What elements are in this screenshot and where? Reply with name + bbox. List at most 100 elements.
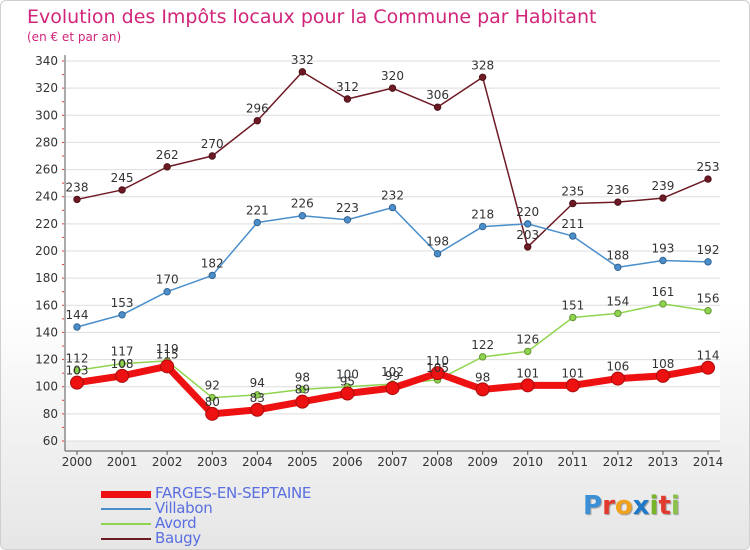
- data-label-baugy: 236: [606, 183, 629, 197]
- data-point-baugy: [704, 175, 712, 183]
- data-point-farges-en-septaine: [610, 371, 625, 386]
- data-point-farges-en-septaine: [520, 378, 535, 393]
- data-label-farges-en-septaine: 115: [156, 347, 179, 361]
- data-point-avord: [298, 385, 307, 394]
- data-point-baugy: [208, 152, 216, 160]
- data-label-baugy: 306: [426, 88, 449, 102]
- data-label-avord: 161: [651, 285, 674, 299]
- y-tick-label: 60: [43, 434, 58, 448]
- data-point-baugy: [298, 68, 307, 76]
- data-label-baugy: 238: [66, 180, 89, 194]
- data-point-baugy: [388, 84, 397, 92]
- x-tick-label: 2010: [512, 455, 543, 469]
- data-point-baugy: [659, 194, 667, 202]
- logo-letter: P: [583, 491, 603, 521]
- x-tick-label: 2007: [377, 455, 408, 469]
- data-point-avord: [478, 353, 487, 361]
- data-label-baugy: 320: [381, 69, 404, 83]
- data-point-baugy: [118, 186, 126, 194]
- data-label-farges-en-septaine: 89: [295, 383, 310, 397]
- chart-subtitle: (en € et par an): [27, 30, 122, 44]
- data-point-avord: [569, 313, 577, 322]
- data-label-baugy: 312: [336, 80, 359, 94]
- data-label-farges-en-septaine: 108: [651, 357, 674, 371]
- y-tick-label: 80: [43, 407, 58, 421]
- logo-letter: i: [670, 491, 680, 521]
- data-label-farges-en-septaine: 101: [561, 366, 584, 380]
- data-point-farges-en-septaine: [115, 368, 130, 383]
- data-label-villabon: 211: [561, 217, 584, 231]
- data-point-farges-en-septaine: [70, 375, 84, 390]
- data-label-farges-en-septaine: 114: [697, 349, 720, 363]
- y-tick-label: 300: [35, 108, 58, 122]
- x-tick-label: 2000: [62, 455, 93, 469]
- y-tick-label: 280: [35, 135, 58, 149]
- x-tick-label: 2003: [197, 455, 228, 469]
- logo-letter: i: [649, 491, 659, 521]
- data-point-baugy: [343, 95, 352, 103]
- data-label-avord: 92: [205, 379, 220, 393]
- data-label-baugy: 296: [246, 102, 269, 116]
- x-tick-label: 2009: [467, 455, 498, 469]
- data-point-baugy: [478, 73, 487, 81]
- data-label-baugy: 235: [561, 185, 584, 199]
- data-point-farges-en-septaine: [205, 406, 220, 421]
- data-point-baugy: [524, 243, 532, 251]
- data-label-avord: 126: [516, 332, 539, 346]
- y-tick-label: 180: [35, 271, 58, 285]
- data-label-villabon: 232: [381, 189, 404, 203]
- data-point-baugy: [163, 163, 171, 171]
- data-point-villabon: [704, 258, 712, 266]
- data-point-villabon: [118, 311, 126, 319]
- data-label-avord: 154: [606, 294, 629, 308]
- data-point-villabon: [298, 212, 307, 220]
- y-tick-label: 160: [35, 298, 58, 312]
- data-label-farges-en-septaine: 108: [111, 357, 134, 371]
- legend-swatch: [101, 508, 151, 510]
- data-point-villabon: [569, 232, 577, 240]
- data-label-baugy: 332: [291, 53, 314, 67]
- chart-title: Evolution des Impôts locaux pour la Comm…: [27, 6, 597, 28]
- data-point-villabon: [433, 250, 442, 258]
- data-label-baugy: 262: [156, 148, 179, 162]
- y-tick-label: 240: [35, 190, 58, 204]
- data-label-avord: 151: [561, 299, 584, 313]
- x-tick-label: 2002: [152, 455, 183, 469]
- data-point-villabon: [253, 218, 261, 227]
- data-label-farges-en-septaine: 80: [205, 395, 220, 409]
- data-label-farges-en-septaine: 103: [66, 364, 89, 378]
- logo-letter: o: [614, 491, 633, 521]
- proxiti-logo: Proxiti: [583, 491, 680, 521]
- data-label-baugy: 203: [516, 228, 539, 242]
- data-point-farges-en-septaine: [701, 360, 715, 375]
- data-label-villabon: 192: [697, 243, 720, 257]
- data-label-farges-en-septaine: 95: [340, 375, 355, 389]
- y-tick-label: 120: [35, 353, 58, 367]
- data-label-baugy: 253: [697, 160, 720, 174]
- data-label-villabon: 193: [651, 242, 674, 256]
- logo-letter: r: [602, 491, 615, 521]
- x-tick-label: 2006: [332, 455, 363, 469]
- data-label-farges-en-septaine: 83: [250, 391, 265, 405]
- x-tick-label: 2011: [558, 455, 589, 469]
- data-point-avord: [614, 309, 622, 318]
- logo-letter: t: [658, 491, 671, 521]
- legend-swatch: [101, 491, 151, 498]
- data-label-villabon: 198: [426, 235, 449, 249]
- data-point-villabon: [163, 288, 171, 296]
- data-label-villabon: 188: [606, 248, 629, 262]
- data-point-villabon: [208, 271, 216, 280]
- data-point-baugy: [569, 199, 577, 208]
- data-label-baugy: 328: [471, 58, 494, 72]
- legend-swatch: [101, 523, 151, 525]
- data-point-villabon: [614, 263, 622, 271]
- data-point-farges-en-septaine: [340, 386, 355, 401]
- data-point-baugy: [433, 103, 442, 111]
- data-label-villabon: 170: [156, 273, 179, 287]
- data-label-avord: 98: [295, 370, 310, 384]
- data-point-farges-en-septaine: [655, 368, 670, 383]
- data-label-avord: 105: [426, 361, 449, 375]
- data-label-farges-en-septaine: 110: [426, 354, 449, 368]
- data-point-farges-en-septaine: [160, 359, 175, 374]
